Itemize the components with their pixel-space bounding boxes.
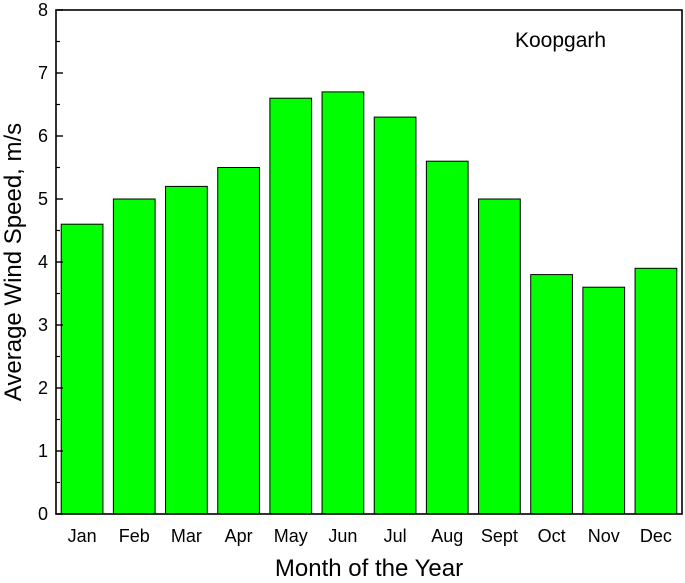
chart-annotation: Koopgarh	[515, 29, 606, 52]
y-axis-title: Average Wind Speed, m/s	[0, 123, 27, 401]
y-tick-label: 3	[38, 315, 48, 335]
x-tick-label-feb: Feb	[119, 526, 150, 546]
bar-oct	[530, 274, 573, 515]
x-tick-label-oct: Oct	[538, 526, 566, 546]
x-tick-label-may: May	[274, 526, 308, 546]
x-tick-label-apr: Apr	[225, 526, 253, 546]
x-tick-label-sept: Sept	[481, 526, 518, 546]
y-tick-label: 6	[38, 126, 48, 146]
bar-may	[269, 97, 313, 515]
y-tick-label: 7	[38, 63, 48, 83]
x-tick-label-nov: Nov	[588, 526, 620, 546]
y-axis-ticks: 0 1 2 3 4 5 6 7 8	[38, 0, 63, 524]
bar-feb	[112, 198, 156, 515]
x-tick-label-mar: Mar	[171, 526, 202, 546]
x-axis-title: Month of the Year	[275, 555, 463, 582]
bar-dec	[634, 267, 678, 515]
y-tick-label: 4	[38, 252, 48, 272]
bar-mar	[165, 185, 208, 515]
bar-nov	[582, 286, 626, 515]
x-tick-label-aug: Aug	[431, 526, 463, 546]
x-tick-label-dec: Dec	[640, 526, 672, 546]
bar-jun	[321, 91, 365, 515]
x-tick-label-jun: Jun	[328, 526, 357, 546]
bars-group	[60, 91, 678, 515]
bar-jan	[60, 223, 104, 515]
bar-aug	[425, 160, 469, 515]
plot-frame	[55, 9, 683, 515]
bar-sept	[478, 198, 521, 515]
x-tick-label-jul: Jul	[384, 526, 407, 546]
x-tick-label-jan: Jan	[68, 526, 97, 546]
y-tick-label: 2	[38, 378, 48, 398]
y-tick-label: 0	[38, 504, 48, 524]
x-axis-ticks: Jan Feb Mar Apr May Jun Jul Aug Sept Oct Nov Dec	[68, 526, 672, 546]
bar-apr	[217, 167, 260, 515]
y-tick-label: 5	[38, 189, 48, 209]
y-tick-label: 8	[38, 0, 48, 20]
y-tick-label: 1	[38, 441, 48, 461]
bar-jul	[373, 116, 417, 515]
